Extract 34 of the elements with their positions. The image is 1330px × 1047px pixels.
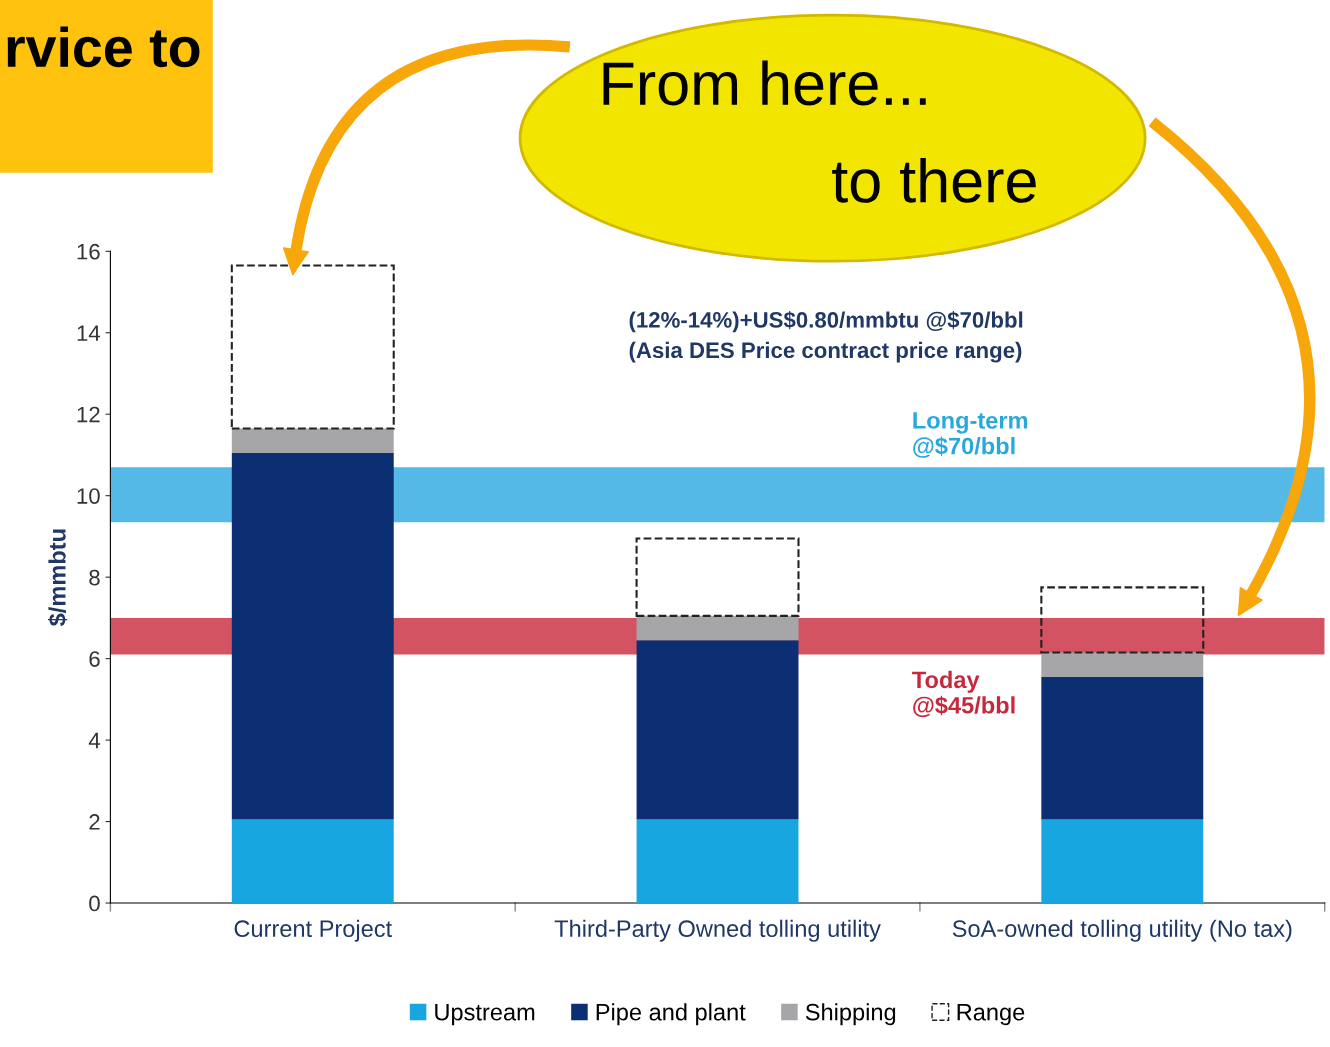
bar — [231, 428, 394, 453]
y-tick-label: 4 — [88, 732, 101, 749]
text: From here... — [603, 60, 926, 106]
band-label: Today @$45/bbl — [912, 670, 1015, 718]
y-tick-label: 6 — [89, 651, 100, 667]
y-tick-label: 2 — [89, 814, 100, 830]
bar — [1041, 819, 1204, 904]
y-tick-label: 12 — [77, 406, 100, 423]
bar — [1041, 652, 1204, 677]
bar — [1040, 586, 1205, 654]
legend-label: Shipping — [805, 1003, 896, 1026]
x-tick-label: SoA-owned tolling utility (No tax) — [952, 919, 1292, 942]
legend-label: Range — [957, 1004, 1025, 1026]
text: rvice to — [7, 26, 200, 68]
x-tick-label: Current Project — [234, 919, 392, 942]
text: to there — [832, 157, 1036, 203]
bar — [636, 640, 799, 820]
y-tick-label: 8 — [89, 569, 100, 586]
bar — [231, 452, 394, 820]
bar — [231, 819, 394, 904]
bar — [1041, 676, 1204, 820]
y-tick-label: 14 — [77, 325, 101, 341]
y-axis-title: $/mmbtu — [47, 529, 68, 627]
y-tick-label: 0 — [89, 895, 100, 912]
annotation: (12%-14%)+US$0.80/mmbtu @$70/bbl (Asia DES Price contract price range) — [629, 311, 1023, 363]
y-tick-label: 16 — [77, 243, 100, 260]
y-tick-label: 10 — [77, 488, 100, 504]
bar — [636, 615, 799, 641]
legend-label: Upstream — [435, 1004, 535, 1026]
bar — [635, 537, 800, 617]
bar — [636, 819, 799, 904]
band-label: Long-term @$70/bbl — [913, 412, 1028, 458]
x-tick-label: Third-Party Owned tolling utility — [554, 919, 881, 942]
legend-label: Pipe and plant — [596, 1003, 746, 1026]
